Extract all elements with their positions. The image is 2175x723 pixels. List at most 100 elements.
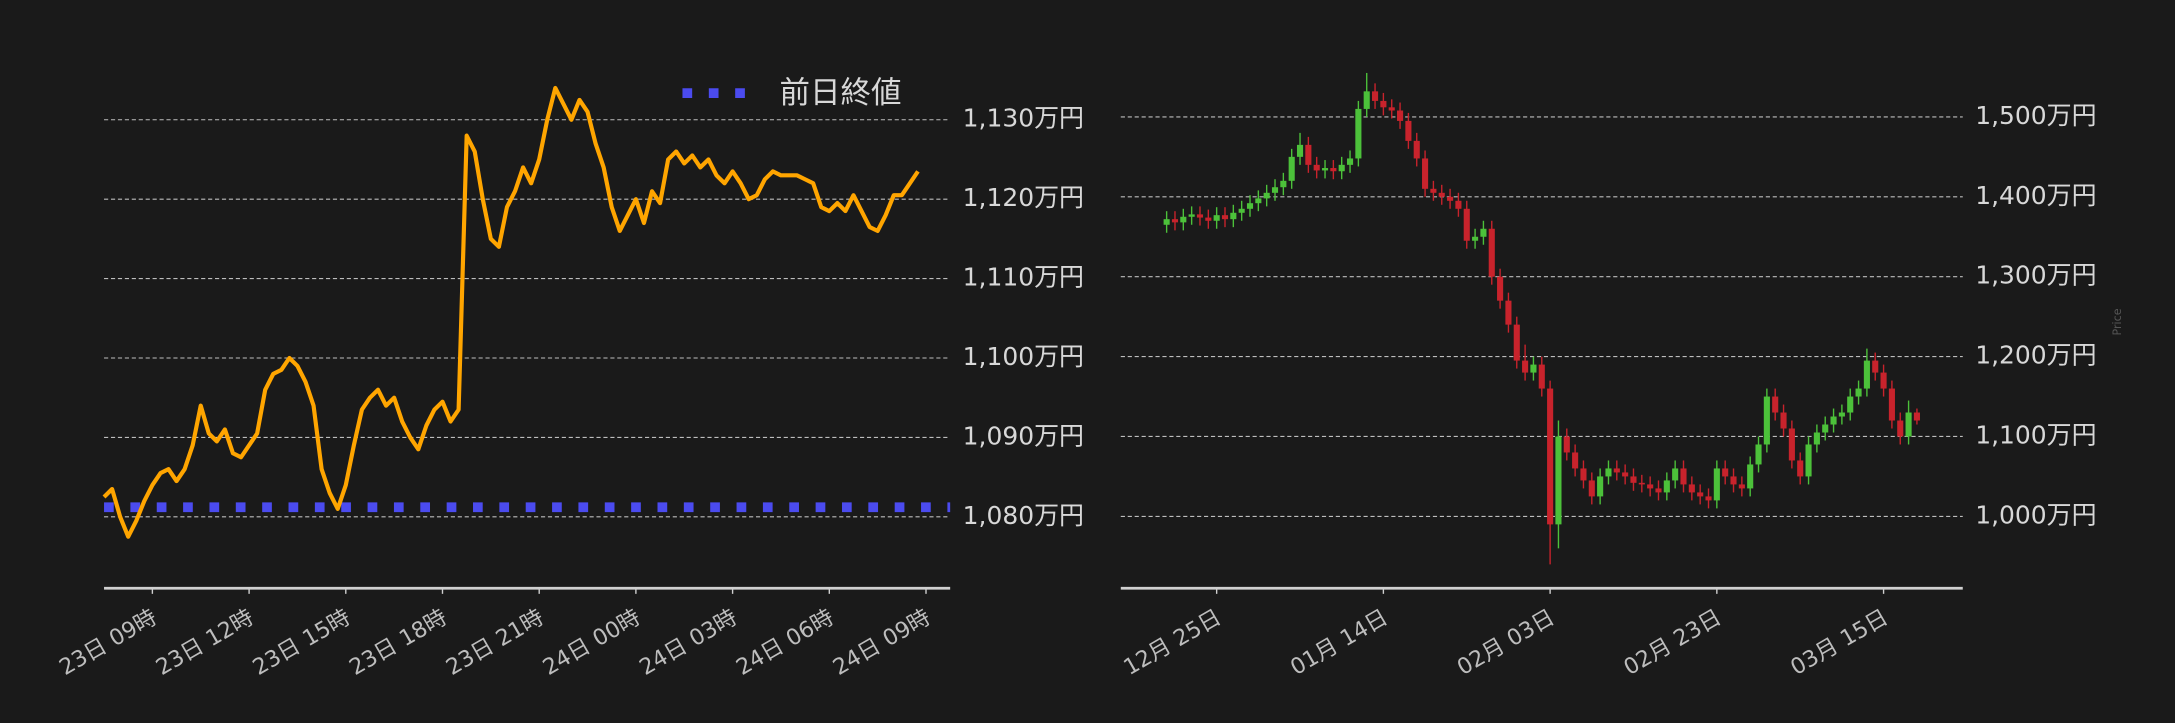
candle-body bbox=[1813, 432, 1820, 445]
candle-body bbox=[1238, 208, 1245, 213]
candle-body bbox=[1788, 428, 1795, 461]
candle-body bbox=[1346, 158, 1354, 165]
candle-body bbox=[1171, 219, 1179, 223]
candle-body bbox=[1597, 476, 1604, 497]
candle-body bbox=[1730, 476, 1737, 485]
candle-body bbox=[1763, 396, 1770, 445]
y-tick-label: 1,300万円 bbox=[1975, 261, 2096, 290]
candle-body bbox=[1655, 488, 1662, 493]
candle-body bbox=[1480, 228, 1487, 237]
candle-body bbox=[1672, 468, 1679, 481]
candle-body bbox=[1163, 219, 1170, 225]
candle-body bbox=[1196, 214, 1204, 218]
candle-body bbox=[1213, 215, 1220, 221]
candle-body bbox=[1913, 412, 1920, 421]
candle-body bbox=[1330, 168, 1337, 172]
candle-body bbox=[1188, 214, 1195, 217]
candle-body bbox=[1797, 460, 1804, 477]
candle-body bbox=[1430, 188, 1437, 193]
y-tick-label: 1,400万円 bbox=[1975, 181, 2096, 210]
candle-body bbox=[1855, 388, 1862, 397]
candle-body bbox=[1221, 215, 1229, 220]
y-tick-label: 1,090万円 bbox=[963, 421, 1084, 450]
candle-body bbox=[1863, 360, 1870, 389]
candle-body bbox=[1438, 192, 1445, 197]
y-tick-label: 1,500万円 bbox=[1975, 101, 2096, 130]
legend-label: 前日終値 bbox=[780, 76, 902, 111]
price-line bbox=[102, 85, 920, 539]
y-tick-label: 1,000万円 bbox=[1975, 500, 2096, 529]
candle-body bbox=[1271, 187, 1279, 193]
candle-body bbox=[1355, 108, 1362, 159]
candle-body bbox=[1447, 196, 1454, 201]
candle-body bbox=[1872, 360, 1879, 373]
candle-body bbox=[1530, 364, 1537, 373]
candle-body bbox=[1263, 192, 1270, 199]
candle-body bbox=[1555, 436, 1562, 525]
candle-body bbox=[1522, 360, 1529, 373]
candle-body bbox=[1688, 484, 1695, 493]
candle-body bbox=[1613, 468, 1620, 473]
y-tick-label: 1,080万円 bbox=[963, 501, 1084, 530]
candle-body bbox=[1888, 388, 1895, 421]
candle-body bbox=[1830, 416, 1837, 425]
candle-body bbox=[1305, 144, 1312, 165]
candle-body bbox=[1497, 276, 1504, 301]
candle-body bbox=[1563, 436, 1570, 453]
candle-body bbox=[1697, 492, 1704, 497]
candle-body bbox=[1580, 468, 1587, 481]
candle-body bbox=[1622, 472, 1629, 477]
y-tick-label: 1,110万円 bbox=[963, 263, 1084, 292]
candle-body bbox=[1505, 300, 1512, 325]
y-tick-label: 1,130万円 bbox=[963, 104, 1084, 133]
candle-body bbox=[1513, 324, 1520, 361]
candle-body bbox=[1880, 372, 1887, 389]
candle-body bbox=[1747, 464, 1754, 489]
candle-body bbox=[1572, 452, 1579, 469]
candle-body bbox=[1705, 496, 1712, 501]
y-axis-label: Price bbox=[2111, 308, 2124, 335]
candle-body bbox=[1680, 468, 1687, 485]
candle-body bbox=[1780, 412, 1787, 429]
y-tick-label: 1,200万円 bbox=[1975, 341, 2096, 370]
candle-body bbox=[1338, 164, 1345, 172]
y-tick-label: 1,120万円 bbox=[963, 183, 1084, 212]
candle-body bbox=[1230, 212, 1237, 220]
candle-body bbox=[1380, 100, 1387, 108]
candle-body bbox=[1422, 158, 1429, 189]
candle-body bbox=[1722, 468, 1729, 477]
candle-body bbox=[1405, 120, 1412, 141]
candle-body bbox=[1663, 480, 1670, 493]
candle-body bbox=[1905, 412, 1912, 437]
candle-body bbox=[1605, 468, 1612, 477]
candle-body bbox=[1180, 216, 1187, 223]
candle-body bbox=[1805, 444, 1812, 477]
candle-body bbox=[1630, 476, 1637, 483]
y-tick-label: 1,100万円 bbox=[963, 342, 1084, 371]
candle-body bbox=[1413, 140, 1420, 159]
candle-body bbox=[1638, 482, 1645, 485]
candle-body bbox=[1372, 91, 1379, 101]
candle-body bbox=[1246, 203, 1254, 209]
candle-body bbox=[1647, 484, 1654, 489]
candle-body bbox=[1897, 420, 1904, 437]
y-tick-label: 1,100万円 bbox=[1975, 420, 2096, 449]
candle-body bbox=[1755, 444, 1762, 465]
candle-body bbox=[1472, 236, 1479, 241]
candle-body bbox=[1280, 180, 1287, 188]
candle-body bbox=[1488, 228, 1495, 277]
candle-body bbox=[1455, 200, 1462, 209]
candle-body bbox=[1388, 107, 1395, 111]
candle-body bbox=[1296, 144, 1304, 157]
candle-body bbox=[1588, 480, 1595, 497]
candle-body bbox=[1363, 91, 1370, 109]
candle-body bbox=[1772, 396, 1779, 413]
candle-body bbox=[1547, 388, 1554, 525]
candle-body bbox=[1713, 468, 1720, 501]
candle-body bbox=[1321, 168, 1329, 171]
candle-body bbox=[1205, 217, 1212, 221]
candle-body bbox=[1255, 198, 1262, 204]
candle-body bbox=[1313, 164, 1320, 171]
